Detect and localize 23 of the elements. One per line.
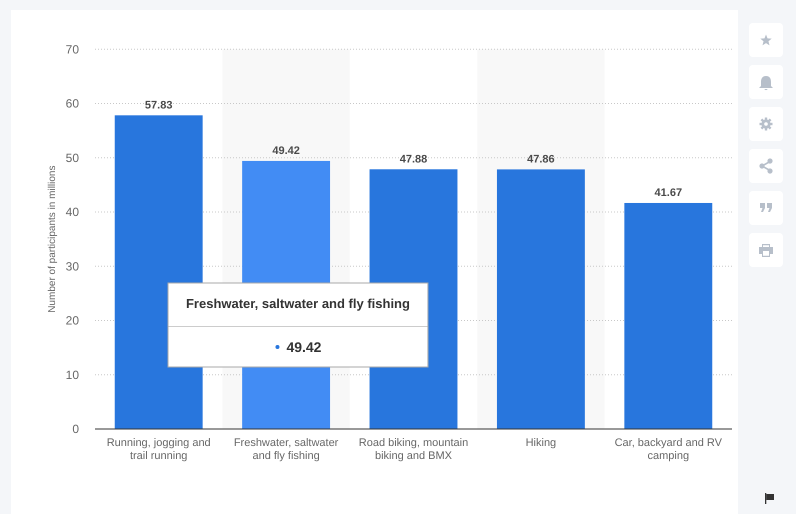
y-tick-label: 60 xyxy=(66,96,80,111)
bar xyxy=(624,202,712,429)
x-tick-label: Freshwater, saltwater and fly fishing xyxy=(234,437,339,462)
y-tick-label: 20 xyxy=(66,314,80,328)
y-tick-label: 10 xyxy=(66,368,80,382)
y-tick-label: 30 xyxy=(66,259,80,274)
y-axis-title: Number of participants in millions xyxy=(47,166,58,313)
annotation: Freshwater, saltwater and fly fishing xyxy=(186,296,410,311)
data-label: 47.86 xyxy=(527,153,555,166)
y-tick-label: 40 xyxy=(66,205,80,220)
bar xyxy=(496,169,585,429)
x-tick-label: Road biking, mountain biking and BMX xyxy=(358,437,468,462)
data-label: 57.83 xyxy=(144,99,172,112)
y-tick-label: 70 xyxy=(66,42,80,56)
data-label: 41.67 xyxy=(654,186,682,199)
x-tick-label: Hiking xyxy=(526,437,556,449)
x-tick-label: Car, backyard and RV camping xyxy=(614,437,723,462)
data-label: 47.88 xyxy=(400,153,428,166)
data-label: 49.42 xyxy=(272,144,300,157)
y-tick-label: 0 xyxy=(72,422,80,436)
y-tick-label: 50 xyxy=(66,150,80,165)
x-tick-label: Running, jogging and trail running xyxy=(106,437,211,462)
annotation: 49.42 xyxy=(286,339,322,355)
